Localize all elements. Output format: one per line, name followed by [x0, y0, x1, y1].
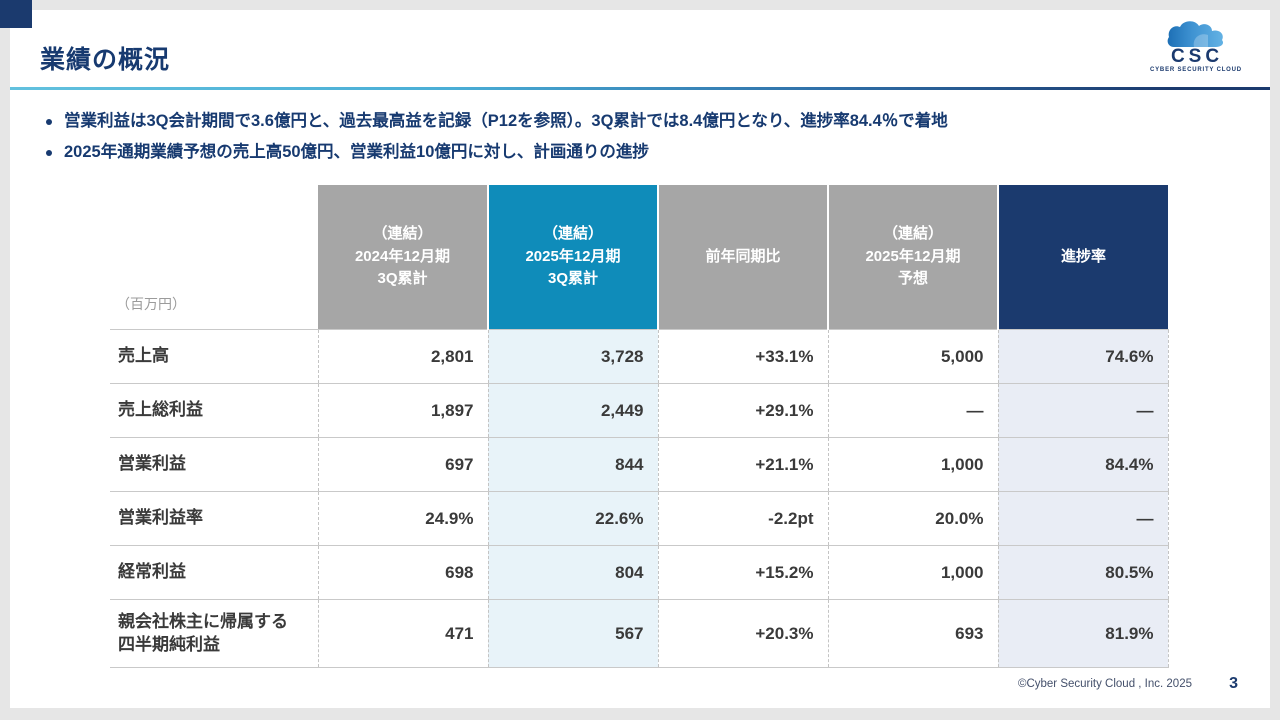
table-row: 経常利益 698 804 +15.2% 1,000 80.5% — [110, 545, 1169, 600]
row-label: 親会社株主に帰属する 四半期純利益 — [118, 611, 288, 654]
table-cell: 2,449 — [487, 383, 658, 438]
logo-acronym: CSC — [1170, 46, 1224, 67]
table-cell: -2.2pt — [657, 491, 828, 546]
bullet-dot — [46, 150, 52, 156]
row-label: 営業利益率 — [118, 508, 203, 528]
table-cell: 844 — [487, 437, 658, 492]
table-row: 営業利益率 24.9% 22.6% -2.2pt 20.0% ― — [110, 491, 1169, 546]
table-cell: 5,000 — [827, 329, 998, 384]
summary-bullets: 営業利益は3Q会計期間で3.6億円と、過去最高益を記録（P12を参照）。3Q累計… — [40, 106, 948, 168]
table-cell: 81.9% — [997, 599, 1169, 668]
table-cell: +33.1% — [657, 329, 828, 384]
unit-label-cell: （百万円） — [110, 185, 318, 330]
table-cell: 84.4% — [997, 437, 1169, 492]
table-cell: 1,000 — [827, 545, 998, 600]
corner-accent-block — [0, 0, 32, 28]
table-cell: 697 — [317, 437, 488, 492]
table-cell: ― — [827, 383, 998, 438]
table-row: 売上総利益 1,897 2,449 +29.1% ― ― — [110, 383, 1169, 438]
table-cell: 693 — [827, 599, 998, 668]
table-cell: ― — [997, 491, 1169, 546]
column-header-2024-3q: （連結） 2024年12月期 3Q累計 — [318, 185, 488, 330]
table-cell: 471 — [317, 599, 488, 668]
table-row: 売上高 2,801 3,728 +33.1% 5,000 74.6% — [110, 329, 1169, 384]
table-cell: 80.5% — [997, 545, 1169, 600]
table-cell: 804 — [487, 545, 658, 600]
table-cell: 20.0% — [827, 491, 998, 546]
table-cell: +21.1% — [657, 437, 828, 492]
table-row: 営業利益 697 844 +21.1% 1,000 84.4% — [110, 437, 1169, 492]
table-cell: ― — [997, 383, 1169, 438]
column-header-yoy: 前年同期比 — [657, 185, 828, 330]
table-cell: +15.2% — [657, 545, 828, 600]
table-cell: 1,897 — [317, 383, 488, 438]
title-underline — [10, 87, 1270, 90]
table-cell: +20.3% — [657, 599, 828, 668]
table-cell: 3,728 — [487, 329, 658, 384]
financial-results-table: （百万円） （連結） 2024年12月期 3Q累計 （連結） 2025年12月期… — [110, 185, 1169, 668]
table-cell: 22.6% — [487, 491, 658, 546]
table-cell: 567 — [487, 599, 658, 668]
table-header-row: （百万円） （連結） 2024年12月期 3Q累計 （連結） 2025年12月期… — [110, 185, 1168, 330]
logo-tagline: CYBER SECURITY CLOUD — [1150, 67, 1242, 73]
column-header-progress: 進捗率 — [997, 185, 1168, 330]
table-cell: 1,000 — [827, 437, 998, 492]
row-label: 営業利益 — [118, 454, 186, 474]
row-label: 売上総利益 — [118, 400, 203, 420]
page-number: 3 — [1229, 675, 1238, 692]
slide: 業績の概況 CSC CYBER SECURITY CLOUD 営業利益は3Q会計… — [10, 10, 1270, 708]
company-logo: CSC CYBER SECURITY CLOUD — [1150, 20, 1242, 73]
table-cell: 74.6% — [997, 329, 1169, 384]
bullet-text: 営業利益は3Q会計期間で3.6億円と、過去最高益を記録（P12を参照）。3Q累計… — [64, 112, 948, 130]
row-label: 売上高 — [118, 346, 169, 366]
bullet-dot — [46, 119, 52, 125]
copyright-text: ©Cyber Security Cloud , Inc. 2025 — [1017, 678, 1192, 690]
column-header-forecast: （連結） 2025年12月期 予想 — [827, 185, 998, 330]
column-header-2025-3q: （連結） 2025年12月期 3Q累計 — [487, 185, 658, 330]
bullet-item: 営業利益は3Q会計期間で3.6億円と、過去最高益を記録（P12を参照）。3Q累計… — [40, 106, 948, 137]
table-cell: +29.1% — [657, 383, 828, 438]
table-cell: 24.9% — [317, 491, 488, 546]
cloud-icon — [1167, 21, 1224, 47]
bullet-text: 2025年通期業績予想の売上高50億円、営業利益10億円に対し、計画通りの進捗 — [64, 143, 649, 161]
row-label: 経常利益 — [118, 562, 186, 582]
table-cell: 2,801 — [317, 329, 488, 384]
bullet-item: 2025年通期業績予想の売上高50億円、営業利益10億円に対し、計画通りの進捗 — [40, 137, 948, 168]
page-title: 業績の概況 — [40, 46, 171, 74]
table-cell: 698 — [317, 545, 488, 600]
table-row: 親会社株主に帰属する 四半期純利益 471 567 +20.3% 693 81.… — [110, 599, 1169, 668]
